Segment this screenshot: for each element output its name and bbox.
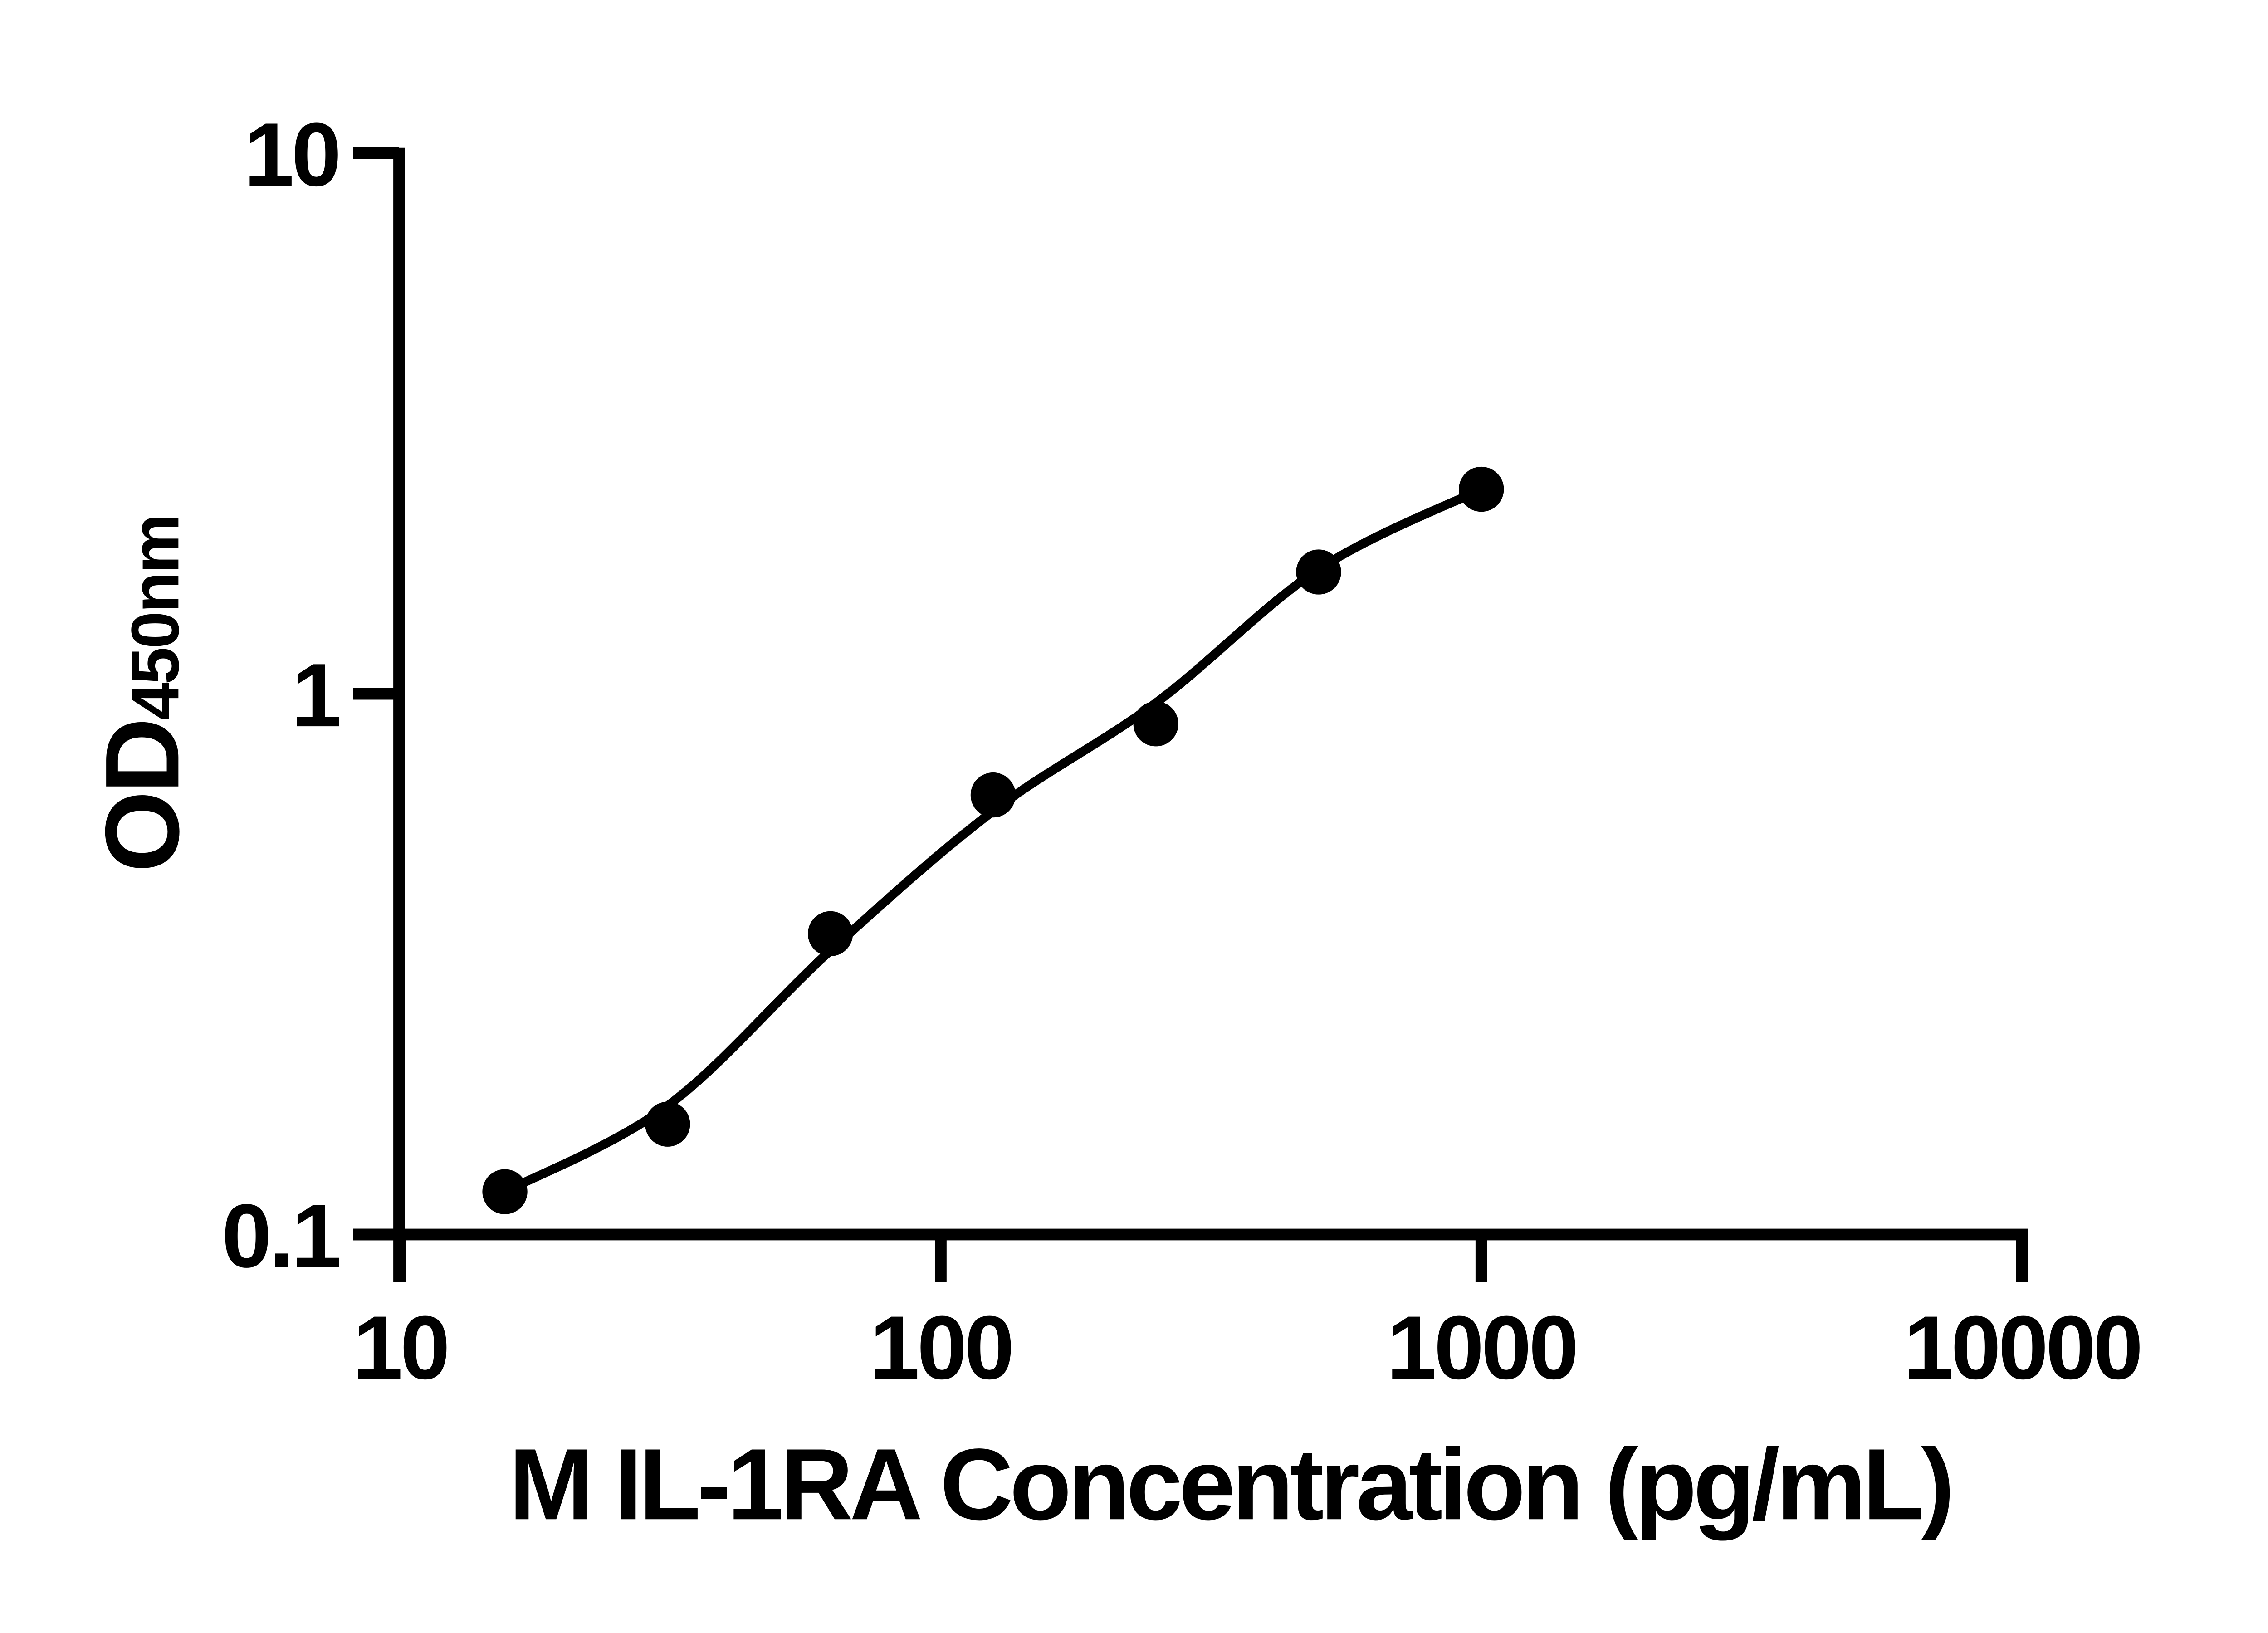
y-tick-label-10: 10	[244, 104, 339, 205]
x-axis-title: M IL-1RA Concentration (pg/mL)	[509, 1428, 1951, 1541]
y-axis-title: OD450nm	[84, 515, 201, 872]
data-point	[1133, 701, 1178, 747]
data-point	[482, 1169, 528, 1214]
data-point	[1296, 549, 1341, 595]
x-tick-labels: 10 100 1000 10000	[353, 1297, 2143, 1398]
x-tick-label-10000: 10000	[1903, 1297, 2141, 1398]
y-axis-title-sub: 450nm	[117, 515, 193, 720]
x-tick-label-10: 10	[353, 1297, 448, 1398]
x-axis-ticks	[394, 1234, 2028, 1282]
y-tick-labels: 10 1 0.1	[222, 104, 342, 1286]
data-point	[1459, 466, 1504, 512]
data-points	[482, 466, 1504, 1214]
x-tick-label-100: 100	[870, 1297, 1012, 1398]
data-point	[807, 911, 853, 957]
y-tick-label-0p1: 0.1	[222, 1186, 339, 1286]
data-point	[970, 772, 1016, 818]
y-axis-title-main: OD	[84, 720, 201, 872]
y-axis-ticks	[353, 147, 400, 1241]
x-tick-label-1000: 1000	[1387, 1297, 1576, 1398]
data-point	[645, 1101, 690, 1147]
y-tick-label-1: 1	[291, 645, 339, 746]
